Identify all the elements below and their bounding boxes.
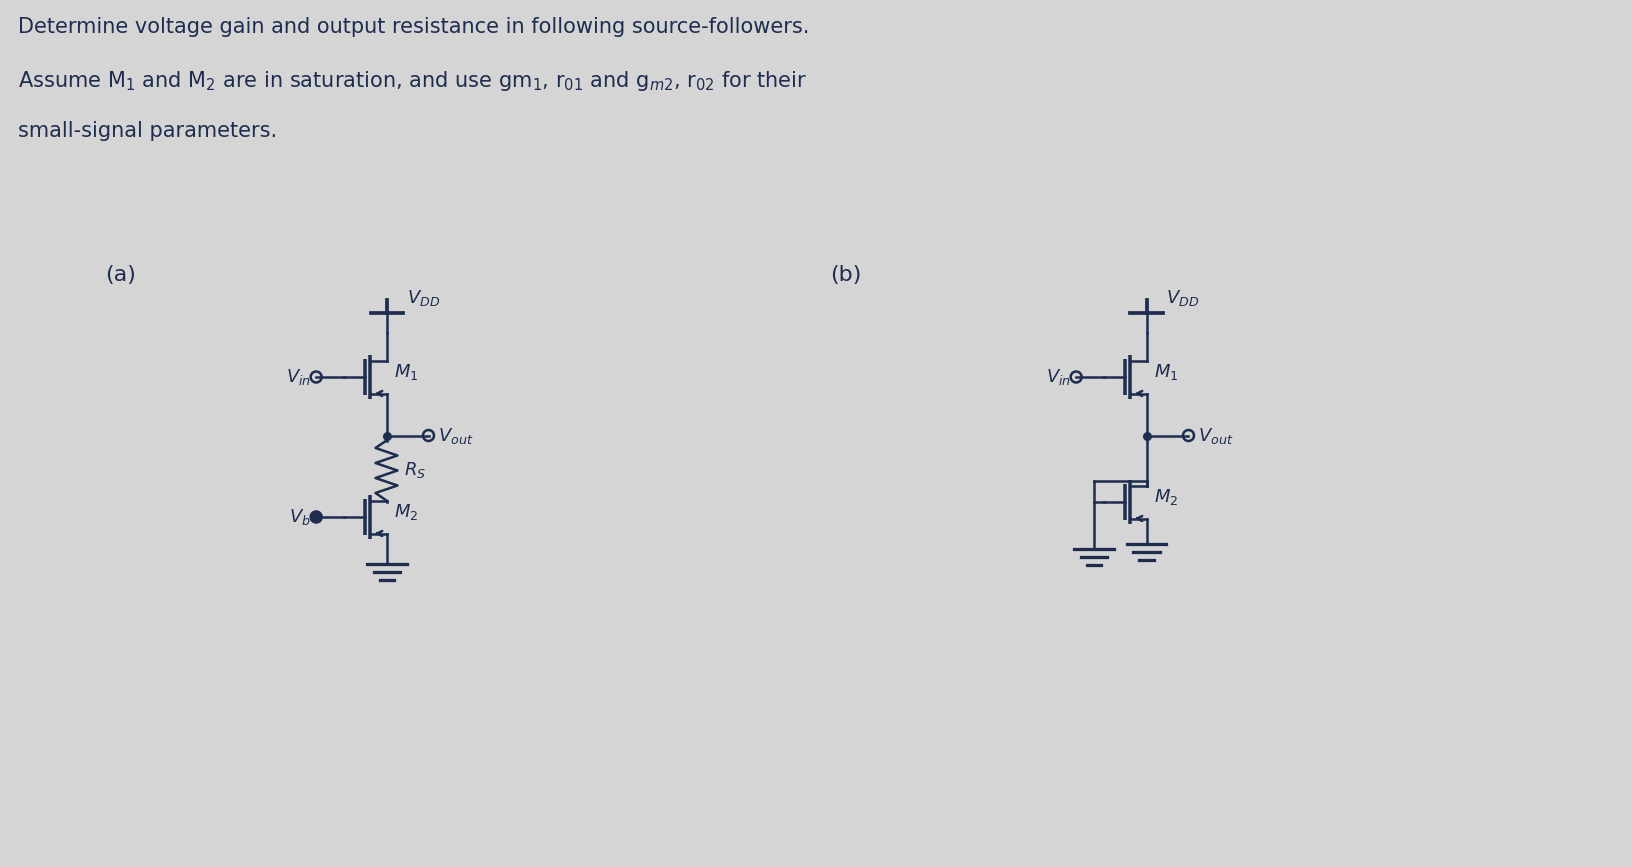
Text: $M_2$: $M_2$	[393, 502, 418, 522]
Text: $M_1$: $M_1$	[393, 362, 418, 382]
Text: $V_{DD}$: $V_{DD}$	[406, 289, 439, 309]
Circle shape	[310, 512, 322, 523]
Text: $M_1$: $M_1$	[1154, 362, 1178, 382]
Text: $R_S$: $R_S$	[403, 460, 426, 480]
Text: (a): (a)	[104, 265, 135, 285]
Text: $V_{out}$: $V_{out}$	[439, 426, 473, 446]
Text: Determine voltage gain and output resistance in following source-followers.: Determine voltage gain and output resist…	[18, 17, 809, 37]
Text: $V_{out}$: $V_{out}$	[1198, 426, 1234, 446]
Text: $V_{in}$: $V_{in}$	[1046, 367, 1071, 387]
Text: small-signal parameters.: small-signal parameters.	[18, 121, 277, 141]
Text: $V_{in}$: $V_{in}$	[286, 367, 312, 387]
Text: $V_{DD}$: $V_{DD}$	[1167, 289, 1200, 309]
Text: $V_b$: $V_b$	[289, 507, 312, 527]
Text: (b): (b)	[831, 265, 862, 285]
Text: $M_2$: $M_2$	[1154, 487, 1178, 507]
Text: Assume M$_1$ and M$_2$ are in saturation, and use gm$_1$, r$_{01}$ and g$_{m2}$,: Assume M$_1$ and M$_2$ are in saturation…	[18, 69, 808, 93]
